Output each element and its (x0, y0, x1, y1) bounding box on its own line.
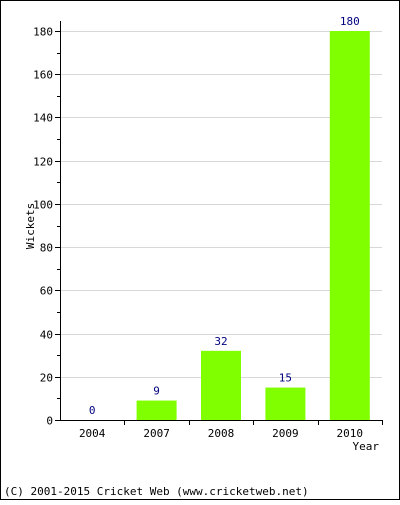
data-label: 9 (153, 385, 160, 398)
x-tick-label: 2008 (208, 427, 235, 440)
data-label: 0 (89, 404, 96, 417)
bars (136, 31, 370, 420)
x-axis-title: Year (353, 440, 380, 453)
y-tick-label: 60 (40, 285, 53, 298)
y-tick-label: 20 (40, 372, 53, 385)
x-tick-label: 2004 (79, 427, 106, 440)
labels: 0 20 40 60 80 100 120 140 160 180 2004 0 2007 9 2008 32… (33, 15, 363, 440)
y-tick-label: 100 (33, 199, 53, 212)
x-tick-label: 2010 (337, 427, 364, 440)
y-tick-label: 180 (33, 26, 53, 39)
y-tick-label: 80 (40, 242, 53, 255)
bar (265, 387, 306, 420)
data-label: 32 (214, 335, 227, 348)
y-tick-label: 160 (33, 69, 53, 82)
x-tick-label: 2007 (143, 427, 170, 440)
data-label: 180 (340, 15, 360, 28)
y-axis-title: Wickets (24, 203, 37, 249)
y-tick-label: 0 (46, 415, 53, 428)
y-tick-label: 120 (33, 156, 53, 169)
y-tick-label: 140 (33, 112, 53, 125)
bar (136, 400, 177, 420)
grid (60, 31, 382, 378)
bar (329, 31, 370, 420)
axes (55, 21, 383, 425)
x-tick-label: 2009 (272, 427, 299, 440)
y-tick-label: 40 (40, 329, 53, 342)
copyright-text: (C) 2001-2015 Cricket Web (www.cricketwe… (4, 485, 309, 498)
data-label: 15 (279, 372, 292, 385)
bar (201, 350, 241, 420)
